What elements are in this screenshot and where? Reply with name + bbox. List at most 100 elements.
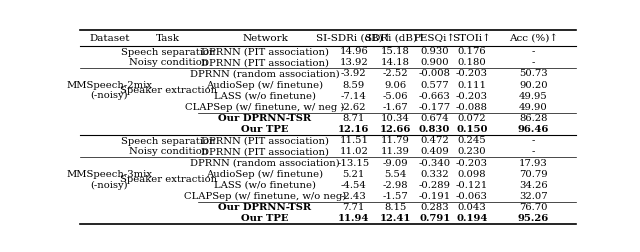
Text: 15.18: 15.18: [381, 47, 410, 56]
Text: 8.59: 8.59: [342, 81, 365, 90]
Text: DPRNN (random association): DPRNN (random association): [190, 70, 340, 78]
Text: 5.21: 5.21: [342, 170, 365, 179]
Text: 0.930: 0.930: [420, 47, 449, 56]
Text: -0.340: -0.340: [419, 159, 451, 168]
Text: 0.098: 0.098: [458, 170, 486, 179]
Text: 0.674: 0.674: [420, 114, 449, 123]
Text: 13.92: 13.92: [339, 58, 368, 67]
Text: Our DPRNN-TSR: Our DPRNN-TSR: [218, 114, 312, 123]
Text: 0.230: 0.230: [458, 147, 486, 156]
Text: AudioSep (w/ finetune): AudioSep (w/ finetune): [207, 81, 324, 90]
Text: 0.245: 0.245: [458, 136, 486, 145]
Text: -2.62: -2.62: [341, 103, 367, 112]
Text: -9.09: -9.09: [383, 159, 408, 168]
Text: 49.90: 49.90: [519, 103, 548, 112]
Text: -1.57: -1.57: [383, 192, 408, 201]
Text: PESQi↑: PESQi↑: [413, 34, 456, 43]
Text: -0.008: -0.008: [419, 70, 451, 78]
Text: Speech separation
Noisy condition: Speech separation Noisy condition: [121, 48, 216, 67]
Text: Network: Network: [242, 34, 288, 43]
Text: -: -: [532, 47, 535, 56]
Text: 0.194: 0.194: [456, 214, 488, 223]
Text: CLAPSep (w/ finetune, w/ neg ): CLAPSep (w/ finetune, w/ neg ): [186, 103, 345, 112]
Text: 11.02: 11.02: [339, 147, 368, 156]
Text: LASS (w/o finetune): LASS (w/o finetune): [214, 92, 316, 101]
Text: 0.072: 0.072: [458, 114, 486, 123]
Text: -0.177: -0.177: [419, 103, 451, 112]
Text: -4.54: -4.54: [341, 181, 367, 190]
Text: 8.71: 8.71: [342, 114, 365, 123]
Text: 86.28: 86.28: [519, 114, 548, 123]
Text: Our TPE: Our TPE: [241, 125, 289, 134]
Text: 9.06: 9.06: [385, 81, 406, 90]
Text: -: -: [532, 147, 535, 156]
Text: 12.41: 12.41: [380, 214, 411, 223]
Text: 11.79: 11.79: [381, 136, 410, 145]
Text: 0.043: 0.043: [458, 203, 486, 212]
Text: 11.94: 11.94: [338, 214, 369, 223]
Text: -0.289: -0.289: [419, 181, 451, 190]
Text: -7.14: -7.14: [341, 92, 367, 101]
Text: Our TPE: Our TPE: [241, 214, 289, 223]
Text: -0.121: -0.121: [456, 181, 488, 190]
Text: 12.66: 12.66: [380, 125, 411, 134]
Text: -13.15: -13.15: [338, 159, 370, 168]
Text: 11.51: 11.51: [339, 136, 368, 145]
Text: 49.95: 49.95: [519, 92, 548, 101]
Text: Our DPRNN-TSR: Our DPRNN-TSR: [218, 203, 312, 212]
Text: 11.39: 11.39: [381, 147, 410, 156]
Text: 95.26: 95.26: [518, 214, 549, 223]
Text: -2.43: -2.43: [341, 192, 367, 201]
Text: 7.71: 7.71: [342, 203, 365, 212]
Text: Speaker extraction: Speaker extraction: [120, 175, 217, 184]
Text: 0.577: 0.577: [420, 81, 449, 90]
Text: 12.16: 12.16: [338, 125, 369, 134]
Text: 96.46: 96.46: [518, 125, 549, 134]
Text: 0.332: 0.332: [420, 170, 449, 179]
Text: -0.203: -0.203: [456, 159, 488, 168]
Text: 0.900: 0.900: [420, 58, 449, 67]
Text: 0.283: 0.283: [420, 203, 449, 212]
Text: Task: Task: [156, 34, 180, 43]
Text: 0.791: 0.791: [419, 214, 451, 223]
Text: 0.150: 0.150: [456, 125, 488, 134]
Text: AudioSep (w/ finetune): AudioSep (w/ finetune): [207, 170, 324, 179]
Text: -1.67: -1.67: [383, 103, 408, 112]
Text: 50.73: 50.73: [519, 70, 548, 78]
Text: -5.06: -5.06: [383, 92, 408, 101]
Text: 10.34: 10.34: [381, 114, 410, 123]
Text: MMSpeech-2mix
(-noisy): MMSpeech-2mix (-noisy): [67, 81, 152, 101]
Text: Speaker extraction: Speaker extraction: [120, 86, 217, 95]
Text: STOIi↑: STOIi↑: [452, 34, 492, 43]
Text: 76.70: 76.70: [519, 203, 548, 212]
Text: 90.20: 90.20: [519, 81, 548, 90]
Text: 0.176: 0.176: [458, 47, 486, 56]
Text: Dataset: Dataset: [89, 34, 129, 43]
Text: 14.18: 14.18: [381, 58, 410, 67]
Text: -: -: [532, 136, 535, 145]
Text: DPRNN (PIT association): DPRNN (PIT association): [201, 58, 329, 67]
Text: DPRNN (random association): DPRNN (random association): [190, 159, 340, 168]
Text: -0.663: -0.663: [419, 92, 451, 101]
Text: MMSpeech-3mix
(-noisy): MMSpeech-3mix (-noisy): [67, 170, 152, 190]
Text: 17.93: 17.93: [519, 159, 548, 168]
Text: -0.203: -0.203: [456, 92, 488, 101]
Text: 0.830: 0.830: [419, 125, 451, 134]
Text: 14.96: 14.96: [339, 47, 368, 56]
Text: 0.472: 0.472: [420, 136, 449, 145]
Text: CLAPSep (w/ finetune, w/o neg): CLAPSep (w/ finetune, w/o neg): [184, 192, 346, 201]
Text: 0.111: 0.111: [458, 81, 486, 90]
Text: -0.191: -0.191: [419, 192, 451, 201]
Text: DPRNN (PIT association): DPRNN (PIT association): [201, 147, 329, 156]
Text: 34.26: 34.26: [519, 181, 548, 190]
Text: 70.79: 70.79: [519, 170, 548, 179]
Text: -0.088: -0.088: [456, 103, 488, 112]
Text: -0.063: -0.063: [456, 192, 488, 201]
Text: DPRNN (PIT association): DPRNN (PIT association): [201, 136, 329, 145]
Text: 8.15: 8.15: [384, 203, 406, 212]
Text: SI-SDRi (dB)↑: SI-SDRi (dB)↑: [316, 34, 392, 43]
Text: LASS (w/o finetune): LASS (w/o finetune): [214, 181, 316, 190]
Text: 32.07: 32.07: [519, 192, 548, 201]
Text: 0.180: 0.180: [458, 58, 486, 67]
Text: -2.98: -2.98: [383, 181, 408, 190]
